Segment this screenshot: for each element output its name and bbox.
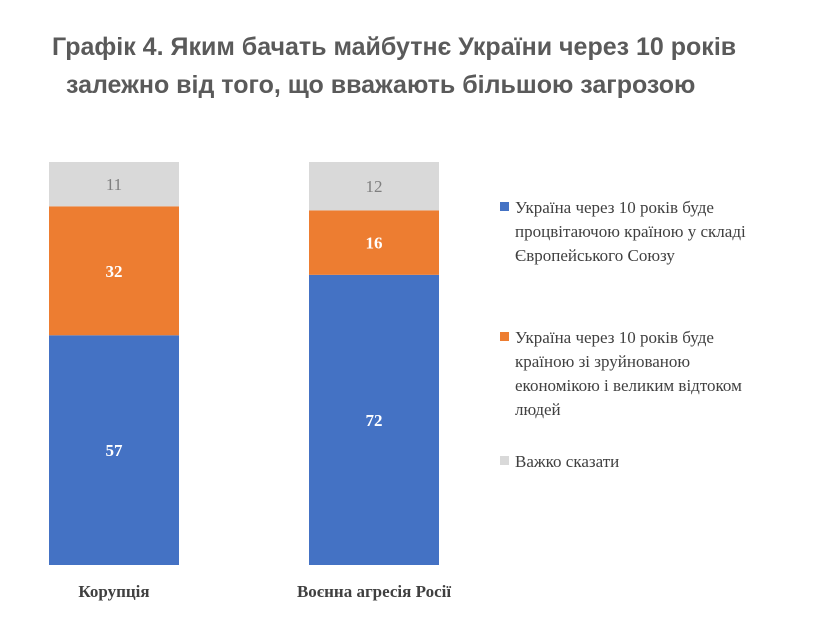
data-label-1-1: 57 xyxy=(106,441,124,460)
legend-swatch xyxy=(500,202,509,211)
bar-segment-2-1 xyxy=(309,274,439,565)
category-label-1: Корупція xyxy=(78,582,149,601)
legend-label: Україна через 10 років буде країною зі зр… xyxy=(515,328,742,419)
chart-title-line-2: залежно від того, що вважають більшою за… xyxy=(66,71,696,99)
data-label-1-3: 11 xyxy=(106,175,122,194)
bar-segment-1-2 xyxy=(49,206,179,336)
bar-segment-2-3 xyxy=(309,162,439,211)
legend-swatch xyxy=(500,456,509,465)
bar-segment-1-1 xyxy=(49,335,179,565)
legend-label: Важко сказати xyxy=(515,452,620,471)
legend-swatch xyxy=(500,332,509,341)
chart-title-line-1: Графік 4. Яким бачать майбутнє України ч… xyxy=(52,33,737,61)
data-label-2-1: 72 xyxy=(366,411,383,430)
category-label-2: Воєнна агресія Росії xyxy=(297,582,451,601)
data-label-2-2: 16 xyxy=(366,234,383,253)
legend-label: Україна через 10 років буде процвітаючою … xyxy=(515,198,746,265)
bar-segment-1-3 xyxy=(49,162,179,207)
data-label-1-2: 32 xyxy=(106,262,123,281)
data-label-2-3: 12 xyxy=(366,177,383,196)
bar-segment-2-2 xyxy=(309,210,439,275)
